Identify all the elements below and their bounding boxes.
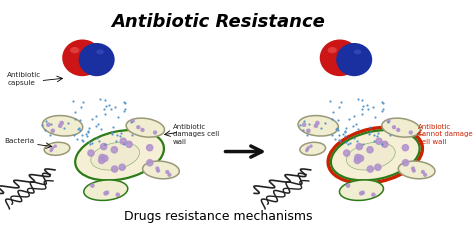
Circle shape: [99, 154, 105, 161]
Ellipse shape: [331, 130, 419, 180]
Circle shape: [375, 164, 381, 170]
Ellipse shape: [382, 118, 420, 137]
Circle shape: [166, 170, 169, 173]
Ellipse shape: [91, 142, 139, 170]
Text: Antibiotic
cannot damage
cell wall: Antibiotic cannot damage cell wall: [418, 124, 472, 145]
Circle shape: [88, 150, 94, 156]
Circle shape: [99, 157, 105, 164]
Circle shape: [60, 121, 64, 125]
Ellipse shape: [44, 142, 70, 155]
Circle shape: [51, 129, 55, 132]
Circle shape: [411, 167, 414, 170]
Ellipse shape: [320, 40, 360, 76]
Circle shape: [387, 119, 390, 122]
Ellipse shape: [354, 49, 361, 54]
Circle shape: [356, 143, 363, 150]
Circle shape: [402, 160, 409, 166]
Text: Antibiotic
capsule: Antibiotic capsule: [8, 73, 42, 86]
Ellipse shape: [96, 49, 104, 54]
Text: Antibiotic
damages cell
wall: Antibiotic damages cell wall: [173, 124, 219, 145]
Circle shape: [156, 167, 159, 170]
Ellipse shape: [298, 116, 338, 136]
Circle shape: [424, 173, 427, 176]
Circle shape: [116, 193, 119, 196]
Circle shape: [120, 138, 127, 144]
Circle shape: [306, 149, 308, 152]
Circle shape: [367, 166, 374, 172]
Circle shape: [47, 123, 50, 126]
Circle shape: [141, 128, 144, 131]
Ellipse shape: [70, 47, 79, 53]
Circle shape: [355, 154, 361, 161]
Ellipse shape: [143, 161, 179, 179]
Circle shape: [91, 184, 94, 187]
Circle shape: [314, 124, 318, 127]
Circle shape: [344, 150, 350, 156]
Circle shape: [376, 138, 382, 144]
Circle shape: [354, 157, 360, 164]
Circle shape: [357, 155, 364, 161]
Circle shape: [306, 148, 309, 150]
Text: Drugs resistance mechanisms: Drugs resistance mechanisms: [124, 210, 312, 223]
Circle shape: [52, 147, 54, 149]
Ellipse shape: [42, 116, 83, 136]
Circle shape: [146, 160, 153, 166]
Circle shape: [119, 164, 125, 170]
Circle shape: [55, 145, 56, 147]
Circle shape: [409, 131, 412, 134]
Circle shape: [392, 126, 395, 129]
Circle shape: [402, 145, 409, 151]
Text: Bacteria: Bacteria: [5, 138, 35, 144]
Ellipse shape: [84, 180, 128, 201]
Circle shape: [100, 143, 107, 150]
Circle shape: [102, 155, 108, 161]
Circle shape: [382, 141, 388, 147]
Circle shape: [397, 128, 400, 131]
Circle shape: [131, 119, 134, 122]
Ellipse shape: [62, 40, 102, 76]
Circle shape: [361, 191, 365, 194]
Ellipse shape: [346, 142, 395, 170]
Circle shape: [104, 192, 107, 195]
Ellipse shape: [339, 180, 383, 201]
Ellipse shape: [328, 47, 337, 53]
Ellipse shape: [126, 118, 164, 137]
Circle shape: [157, 169, 159, 172]
Circle shape: [360, 192, 363, 195]
Circle shape: [346, 184, 350, 187]
Circle shape: [316, 121, 319, 125]
Circle shape: [412, 169, 415, 172]
Circle shape: [372, 193, 375, 196]
Circle shape: [146, 145, 153, 151]
Ellipse shape: [398, 161, 435, 179]
Ellipse shape: [79, 43, 115, 76]
Circle shape: [111, 166, 118, 172]
Circle shape: [137, 126, 140, 129]
Text: Antibiotic Resistance: Antibiotic Resistance: [111, 13, 325, 31]
Circle shape: [50, 149, 52, 152]
Circle shape: [111, 147, 118, 153]
Circle shape: [302, 123, 306, 126]
Ellipse shape: [336, 43, 372, 76]
Circle shape: [105, 191, 109, 194]
Circle shape: [126, 141, 132, 147]
Circle shape: [367, 147, 373, 153]
Circle shape: [59, 124, 62, 127]
Circle shape: [307, 147, 310, 149]
Circle shape: [421, 170, 424, 173]
Circle shape: [307, 129, 310, 132]
Circle shape: [168, 173, 171, 176]
Circle shape: [154, 131, 156, 134]
Ellipse shape: [300, 142, 326, 155]
Circle shape: [51, 148, 53, 150]
Ellipse shape: [75, 130, 164, 180]
Circle shape: [310, 145, 312, 147]
